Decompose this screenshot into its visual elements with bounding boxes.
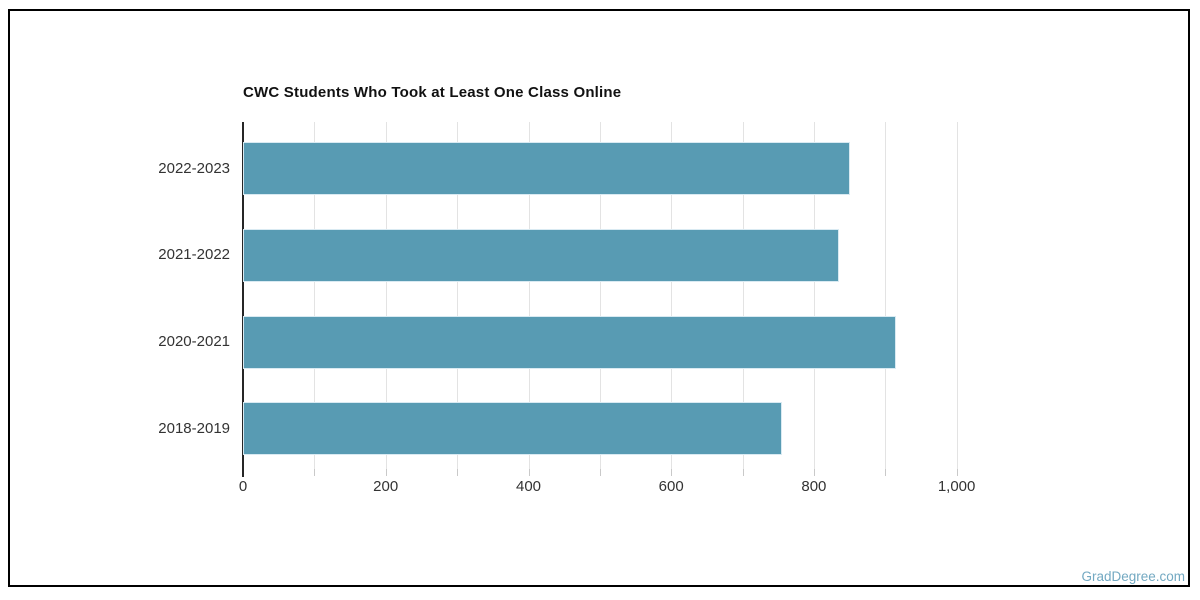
x-axis-tick <box>956 469 958 476</box>
gridline <box>385 122 387 469</box>
x-axis-tick <box>457 469 459 476</box>
y-axis-label: 2020-2021 <box>158 333 230 350</box>
x-axis-tick <box>885 469 887 476</box>
watermark-link[interactable]: GradDegree.com <box>1081 569 1185 584</box>
x-axis-label: 1,000 <box>937 478 976 495</box>
gridline <box>314 122 316 469</box>
bar-2022-2023 <box>243 142 850 195</box>
x-axis-label: 400 <box>515 478 542 495</box>
y-axis-label: 2022-2023 <box>158 159 230 177</box>
gridline <box>457 122 459 469</box>
bar-2020-2021 <box>243 315 896 369</box>
x-axis-tick <box>314 469 316 476</box>
x-axis-tick <box>599 469 601 476</box>
gridline <box>671 122 673 469</box>
plot-area <box>242 122 1028 477</box>
y-axis-label: 2021-2022 <box>158 246 230 264</box>
x-axis-tick <box>528 469 530 476</box>
x-axis-tick <box>385 469 387 476</box>
gridline <box>885 122 887 469</box>
gridline <box>956 122 958 469</box>
gridline <box>528 122 530 469</box>
x-axis-tick <box>671 469 673 476</box>
x-axis-label: 600 <box>658 478 684 495</box>
x-axis-label: 800 <box>801 478 827 495</box>
chart-title: CWC Students Who Took at Least One Class… <box>243 84 622 101</box>
bar-2018-2019 <box>243 402 782 456</box>
gridline <box>742 122 744 469</box>
x-axis-tick <box>813 469 815 476</box>
bar-2021-2022 <box>243 228 839 282</box>
y-axis-line <box>242 122 244 477</box>
x-axis-label: 0 <box>238 478 248 495</box>
x-axis-label: 200 <box>373 478 399 495</box>
x-axis-tick <box>742 469 744 476</box>
y-axis-label: 2018-2019 <box>158 419 230 437</box>
gridline <box>813 122 815 469</box>
gridline <box>599 122 601 469</box>
